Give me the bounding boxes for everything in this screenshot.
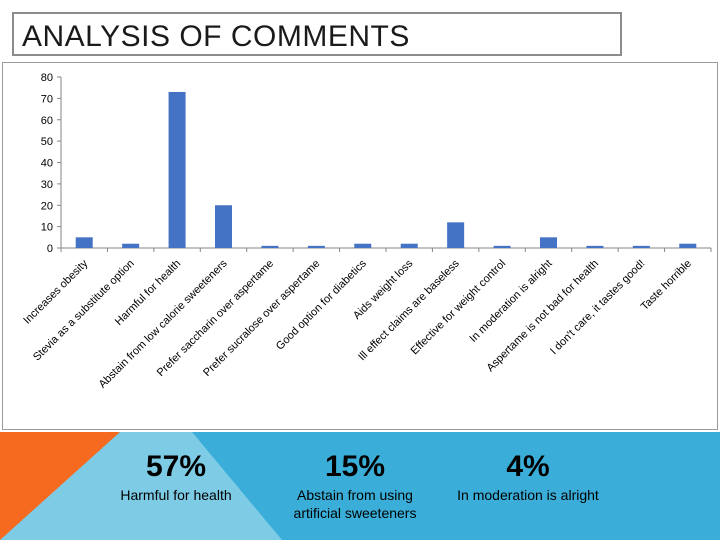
stat-percent: 4% <box>506 450 550 483</box>
chart-frame: 0 10 20 30 40 50 60 70 80 Increases obesity Stevia… <box>2 62 718 430</box>
bar <box>586 245 604 248</box>
bar <box>307 245 325 248</box>
band-orange-area <box>0 432 120 540</box>
bar <box>679 243 697 248</box>
bar <box>168 91 186 249</box>
y-tick-label: 50 <box>41 136 53 148</box>
y-tick-label: 70 <box>41 93 53 105</box>
bar <box>261 245 279 248</box>
bar <box>354 243 372 248</box>
bar <box>632 245 650 248</box>
y-tick-label: 60 <box>41 115 53 127</box>
stats-band-background <box>0 432 720 540</box>
x-category-label: Effective for weight control <box>409 258 509 358</box>
stat-percent: 15% <box>324 450 386 483</box>
y-tick-label: 30 <box>41 179 53 191</box>
stat-percent: 57% <box>145 450 207 483</box>
bar <box>540 237 557 248</box>
bar <box>122 243 140 248</box>
slide-title: ANALYSIS OF COMMENTS <box>22 20 410 53</box>
y-tick-label: 40 <box>41 158 53 170</box>
bar <box>400 243 418 248</box>
bar <box>447 222 465 248</box>
y-tick-label: 20 <box>41 200 53 212</box>
x-category-label: Good option for diabetics <box>274 257 369 352</box>
y-tick-label: 0 <box>47 243 53 255</box>
y-tick-label: 80 <box>41 72 53 84</box>
slide-title-box: ANALYSIS OF COMMENTS <box>12 12 622 56</box>
bar <box>75 237 93 248</box>
x-category-label: I don't care, it tastes good! <box>548 258 647 357</box>
bar <box>493 245 511 248</box>
stat-moderation: 4% In moderation is alright <box>440 450 616 504</box>
stat-label: Abstain from using <box>297 487 413 503</box>
stat-label: In moderation is alright <box>457 487 599 503</box>
bar <box>215 205 232 248</box>
stat-label: Harmful for health <box>120 487 232 503</box>
stat-harmful: 57% Harmful for health <box>96 450 256 504</box>
stats-band: 57% Harmful for health 15% Abstain from … <box>0 432 720 540</box>
x-category-label: In moderation is alright <box>467 258 554 345</box>
stat-label-line-2: artificial sweeteners <box>293 505 417 521</box>
stat-abstain: 15% Abstain from using artificial sweete… <box>270 450 440 522</box>
y-tick-label: 10 <box>41 222 53 234</box>
